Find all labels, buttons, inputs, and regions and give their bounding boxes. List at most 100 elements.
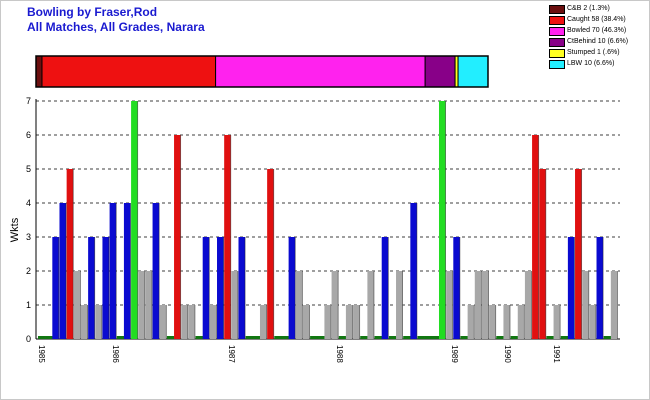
- bar: [338, 336, 347, 339]
- bar: [496, 336, 504, 339]
- bar: [310, 336, 318, 339]
- bar: [596, 237, 604, 339]
- bar: [510, 336, 519, 339]
- x-tick-label: 1988: [335, 345, 344, 363]
- breakdown-segment: [424, 55, 456, 88]
- bar: [603, 336, 612, 339]
- bar: [274, 336, 282, 339]
- bar: [324, 305, 332, 339]
- legend-swatch: [549, 38, 565, 47]
- bar: [38, 336, 46, 339]
- bar: [424, 336, 433, 339]
- bar: [467, 305, 475, 339]
- breakdown-border: [35, 55, 489, 88]
- x-tick-label: 1990: [503, 345, 512, 363]
- bar: [267, 169, 274, 339]
- breakdown-segment: [41, 55, 217, 88]
- bar: [174, 135, 181, 339]
- legend-label: Caught 58 (38.4%): [567, 16, 626, 23]
- bar: [360, 336, 368, 339]
- bar: [517, 305, 525, 339]
- bar: [73, 271, 81, 339]
- bar: [295, 271, 303, 339]
- bar: [145, 271, 152, 339]
- chart-title: Bowling by Fraser,Rod: [27, 5, 158, 19]
- bar: [159, 305, 167, 339]
- y-tick-label: 0: [26, 334, 31, 344]
- legend-swatch: [549, 27, 565, 36]
- bar: [539, 169, 546, 339]
- bar: [188, 305, 195, 339]
- bar: [209, 305, 217, 339]
- bar: [353, 305, 360, 339]
- y-tick-label: 2: [26, 266, 31, 276]
- bar: [582, 271, 589, 339]
- x-tick-label: 1987: [227, 345, 236, 363]
- bar: [252, 336, 261, 339]
- bar: [195, 336, 203, 339]
- legend-label: CtBehind 10 (6.6%): [567, 38, 629, 45]
- bar: [410, 203, 417, 339]
- legend-swatch: [549, 16, 565, 25]
- bar: [317, 336, 325, 339]
- bar: [481, 271, 489, 339]
- legend-label: Bowled 70 (46.3%): [567, 27, 627, 34]
- legend-label: LBW 10 (6.6%): [567, 60, 615, 67]
- bar: [345, 305, 353, 339]
- bar: [259, 305, 267, 339]
- bar: [109, 203, 117, 339]
- bar: [460, 336, 468, 339]
- bar: [88, 237, 95, 339]
- bar: [224, 135, 231, 339]
- bar: [367, 271, 374, 339]
- legend-label: C&B 2 (1.3%): [567, 5, 610, 12]
- y-tick-label: 6: [26, 130, 31, 140]
- bar: [396, 271, 403, 339]
- bar: [302, 305, 310, 339]
- breakdown-segment: [457, 55, 489, 88]
- legend-swatch: [549, 60, 565, 69]
- bar: [66, 169, 74, 339]
- bar: [166, 336, 175, 339]
- y-tick-label: 4: [26, 198, 31, 208]
- bar: [388, 336, 397, 339]
- y-tick-label: 7: [26, 96, 31, 106]
- bar: [532, 135, 539, 339]
- bar: [45, 336, 53, 339]
- bar: [553, 305, 561, 339]
- y-tick-label: 5: [26, 164, 31, 174]
- x-tick-label: 1985: [37, 345, 46, 363]
- legend-swatch: [549, 5, 565, 14]
- y-tick-label: 1: [26, 300, 31, 310]
- x-tick-label: 1991: [552, 345, 561, 363]
- bar: [474, 271, 482, 339]
- bar: [217, 237, 224, 339]
- x-tick-label: 1989: [450, 345, 459, 363]
- bar: [52, 237, 59, 339]
- chart-subtitle: All Matches, All Grades, Narara: [27, 20, 205, 34]
- bar: [102, 237, 110, 339]
- bar: [123, 203, 131, 339]
- bar: [202, 237, 210, 339]
- bar: [238, 237, 246, 339]
- bar: [567, 237, 575, 339]
- bar: [446, 271, 453, 339]
- bar: [181, 305, 188, 339]
- bar: [374, 336, 383, 339]
- bar: [546, 336, 554, 339]
- bar: [80, 305, 88, 339]
- bar: [95, 305, 102, 339]
- bar: [131, 101, 138, 339]
- bar: [417, 336, 425, 339]
- bar: [524, 271, 532, 339]
- bar: [453, 237, 460, 339]
- bar: [231, 271, 238, 339]
- bar: [152, 203, 160, 339]
- bar: [331, 271, 339, 339]
- bar: [116, 336, 125, 339]
- bar: [245, 336, 254, 339]
- bar: [589, 305, 596, 339]
- breakdown-segment: [35, 55, 43, 88]
- bar: [503, 305, 511, 339]
